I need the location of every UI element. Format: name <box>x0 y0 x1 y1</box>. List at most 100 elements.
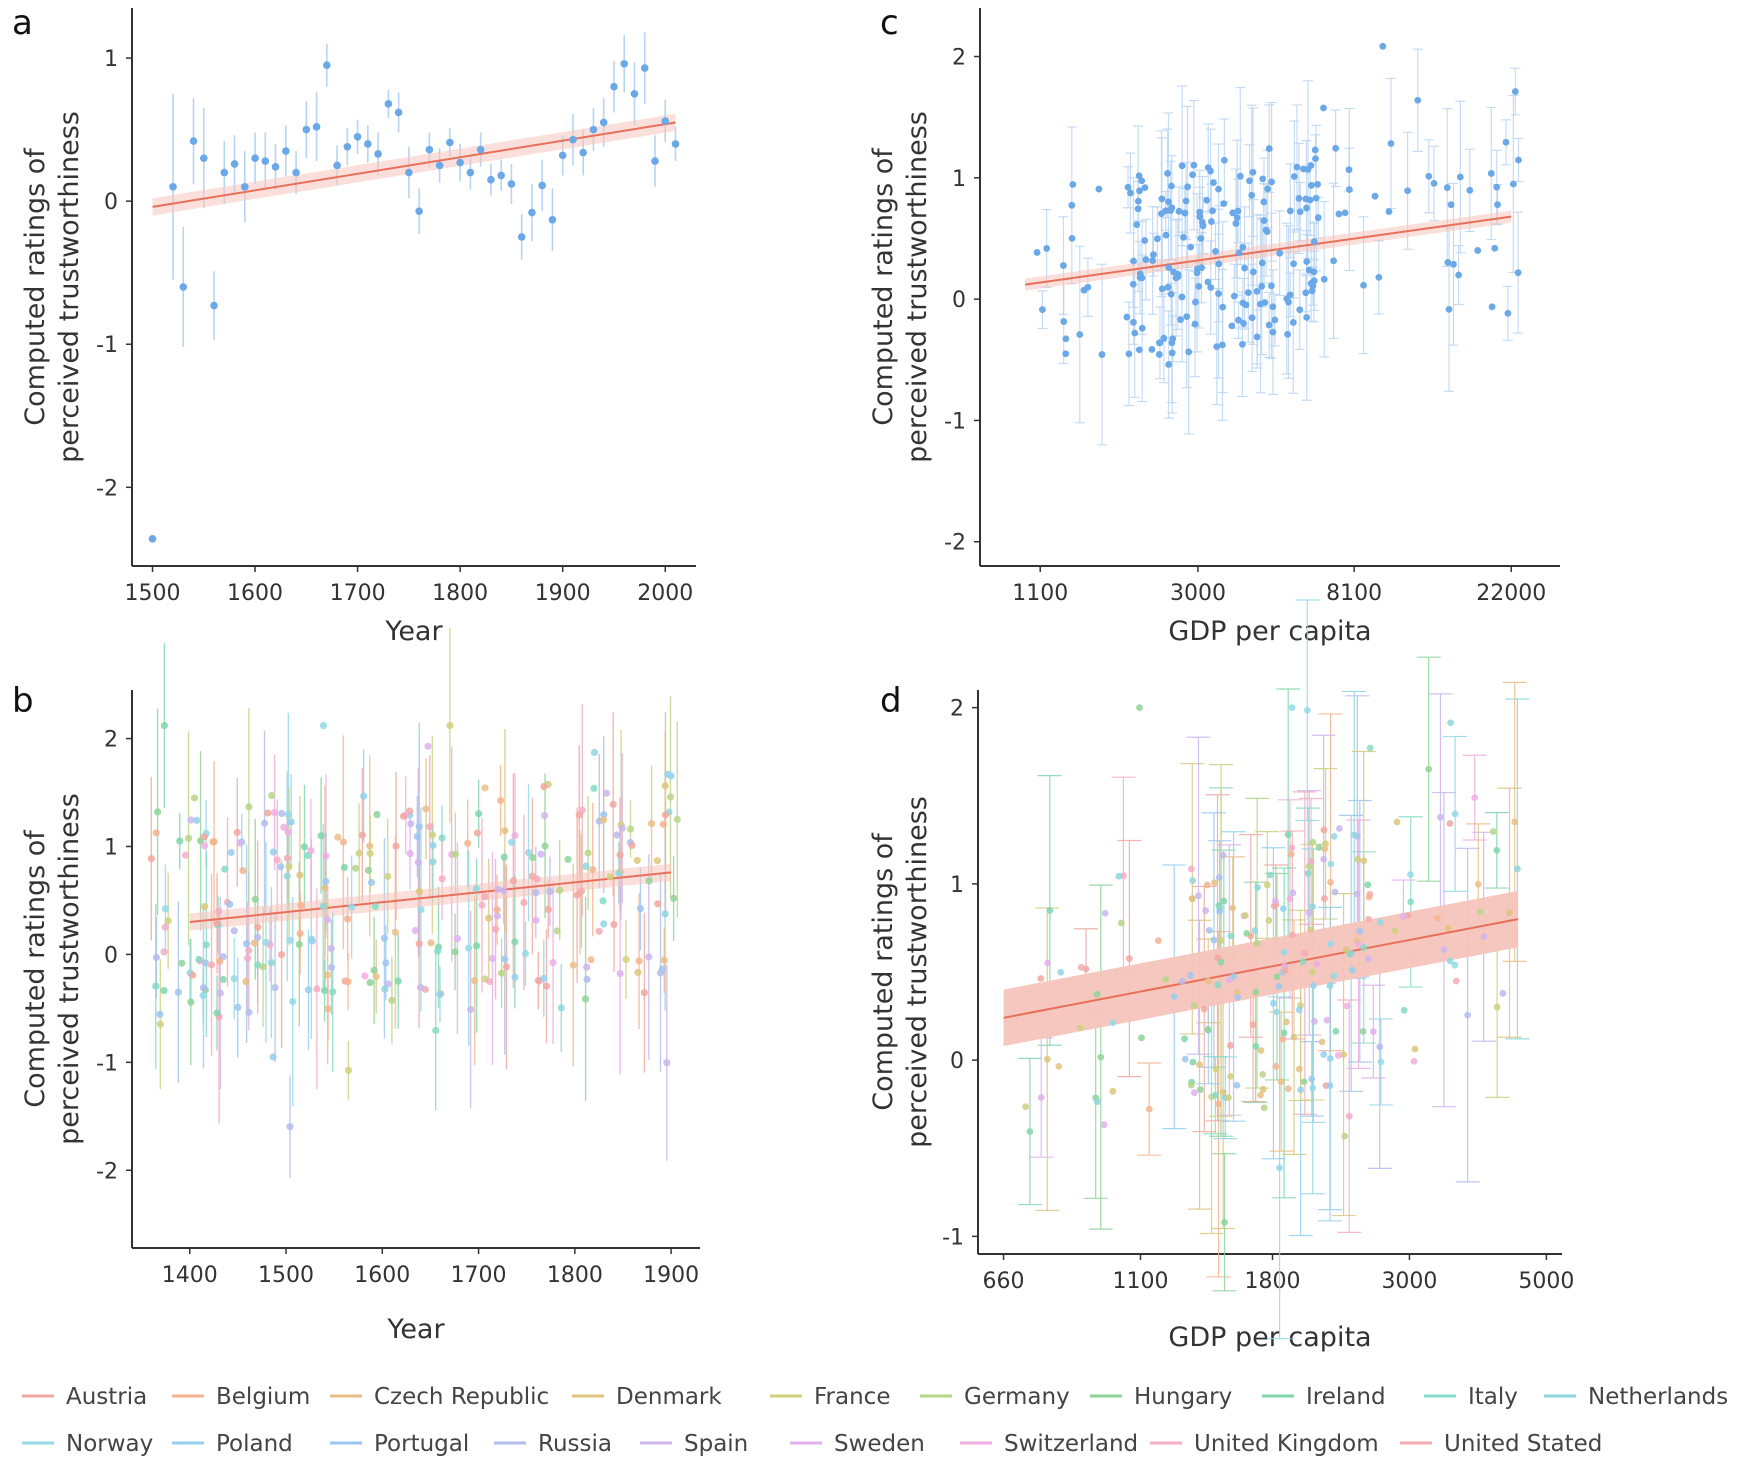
data-point <box>1076 331 1084 338</box>
data-point <box>1293 163 1301 171</box>
data-point <box>1310 277 1318 285</box>
data-point <box>1302 195 1310 203</box>
data-point <box>1165 361 1173 368</box>
data-point <box>1355 940 1362 948</box>
data-point <box>1257 1047 1265 1054</box>
legend-item-czech-republic: Czech Republic <box>330 1384 549 1410</box>
y-tick-label: 2 <box>952 46 966 71</box>
data-point <box>1187 865 1195 873</box>
data-point <box>1136 704 1143 712</box>
data-point <box>1301 949 1309 957</box>
data-point <box>575 811 583 819</box>
data-point <box>1098 351 1106 358</box>
data-point <box>195 955 203 964</box>
data-point <box>647 819 656 828</box>
data-point <box>1249 168 1257 176</box>
data-point <box>1376 1043 1384 1051</box>
data-point <box>269 848 277 856</box>
data-point <box>1311 146 1319 154</box>
legend-item-france: France <box>770 1384 890 1410</box>
data-point <box>1444 924 1452 932</box>
data-point <box>1270 999 1277 1007</box>
data-point <box>1322 840 1329 848</box>
data-point <box>148 535 157 543</box>
data-point <box>556 886 564 894</box>
data-point <box>1312 155 1319 163</box>
panel-c: 2 1 0 -1 -2 1100 3000 8100 22000 GDP per capita Co… <box>868 8 1560 647</box>
data-point <box>1181 1055 1189 1063</box>
data-point <box>1276 1164 1284 1172</box>
data-point <box>1286 207 1294 215</box>
data-point <box>1033 249 1041 256</box>
data-point <box>348 903 356 911</box>
data-point <box>271 983 279 992</box>
data-point <box>434 947 442 955</box>
data-point <box>1195 282 1203 290</box>
data-point <box>1307 182 1315 189</box>
data-point <box>381 985 389 993</box>
data-point <box>613 831 621 839</box>
data-point <box>1217 936 1225 944</box>
data-point <box>1109 1087 1117 1095</box>
data-point <box>1310 1018 1318 1025</box>
data-point <box>1309 968 1316 976</box>
data-point <box>1057 968 1065 976</box>
data-point <box>1314 180 1322 188</box>
data-point <box>1187 972 1195 979</box>
data-point <box>557 1004 565 1012</box>
data-point <box>1158 285 1166 293</box>
data-point <box>1234 988 1241 996</box>
data-point <box>1170 268 1177 276</box>
x-tick-label: 1500 <box>125 581 181 606</box>
data-point <box>1304 869 1312 877</box>
data-point <box>590 748 599 757</box>
data-point <box>399 812 408 820</box>
data-point <box>219 975 227 984</box>
data-point <box>1476 908 1484 916</box>
data-point <box>1309 838 1317 846</box>
data-point <box>1303 204 1310 212</box>
data-point <box>1447 201 1455 209</box>
legend-label: United Stated <box>1444 1431 1602 1457</box>
data-point <box>394 977 402 985</box>
data-point <box>1185 348 1193 356</box>
data-point <box>1499 989 1507 997</box>
y-tick-label: 1 <box>950 873 964 898</box>
data-point <box>1101 909 1109 917</box>
data-point <box>220 168 229 177</box>
data-point <box>508 838 516 846</box>
data-point <box>1320 855 1328 863</box>
legend-label: Belgium <box>216 1384 310 1410</box>
data-point <box>1271 897 1279 905</box>
data-point <box>1234 207 1242 215</box>
data-point <box>1219 341 1226 349</box>
data-point <box>1268 178 1275 186</box>
data-point <box>1228 322 1236 330</box>
data-point <box>651 157 659 165</box>
trend-line <box>189 871 672 924</box>
x-tick-label: 1100 <box>1012 581 1068 606</box>
data-point <box>1332 1027 1340 1035</box>
data-point <box>1155 351 1163 358</box>
data-point <box>446 138 454 147</box>
data-point <box>297 901 305 910</box>
data-point <box>497 171 505 180</box>
data-point <box>1244 289 1252 297</box>
data-point <box>411 927 420 935</box>
data-point <box>1177 316 1184 324</box>
data-point <box>189 137 198 145</box>
legend-item-germany: Germany <box>920 1384 1070 1410</box>
data-point <box>361 972 369 980</box>
legend-item-portugal: Portugal <box>330 1431 469 1457</box>
data-point <box>364 140 372 148</box>
data-point <box>245 946 253 955</box>
data-point <box>1214 954 1221 962</box>
data-point <box>1451 961 1459 969</box>
data-point <box>295 940 303 948</box>
trend-line <box>152 121 676 208</box>
y-tick-label: 1 <box>104 835 118 860</box>
data-point <box>1039 306 1046 314</box>
data-point <box>1300 165 1307 173</box>
data-point <box>609 800 617 809</box>
data-point <box>486 977 494 986</box>
